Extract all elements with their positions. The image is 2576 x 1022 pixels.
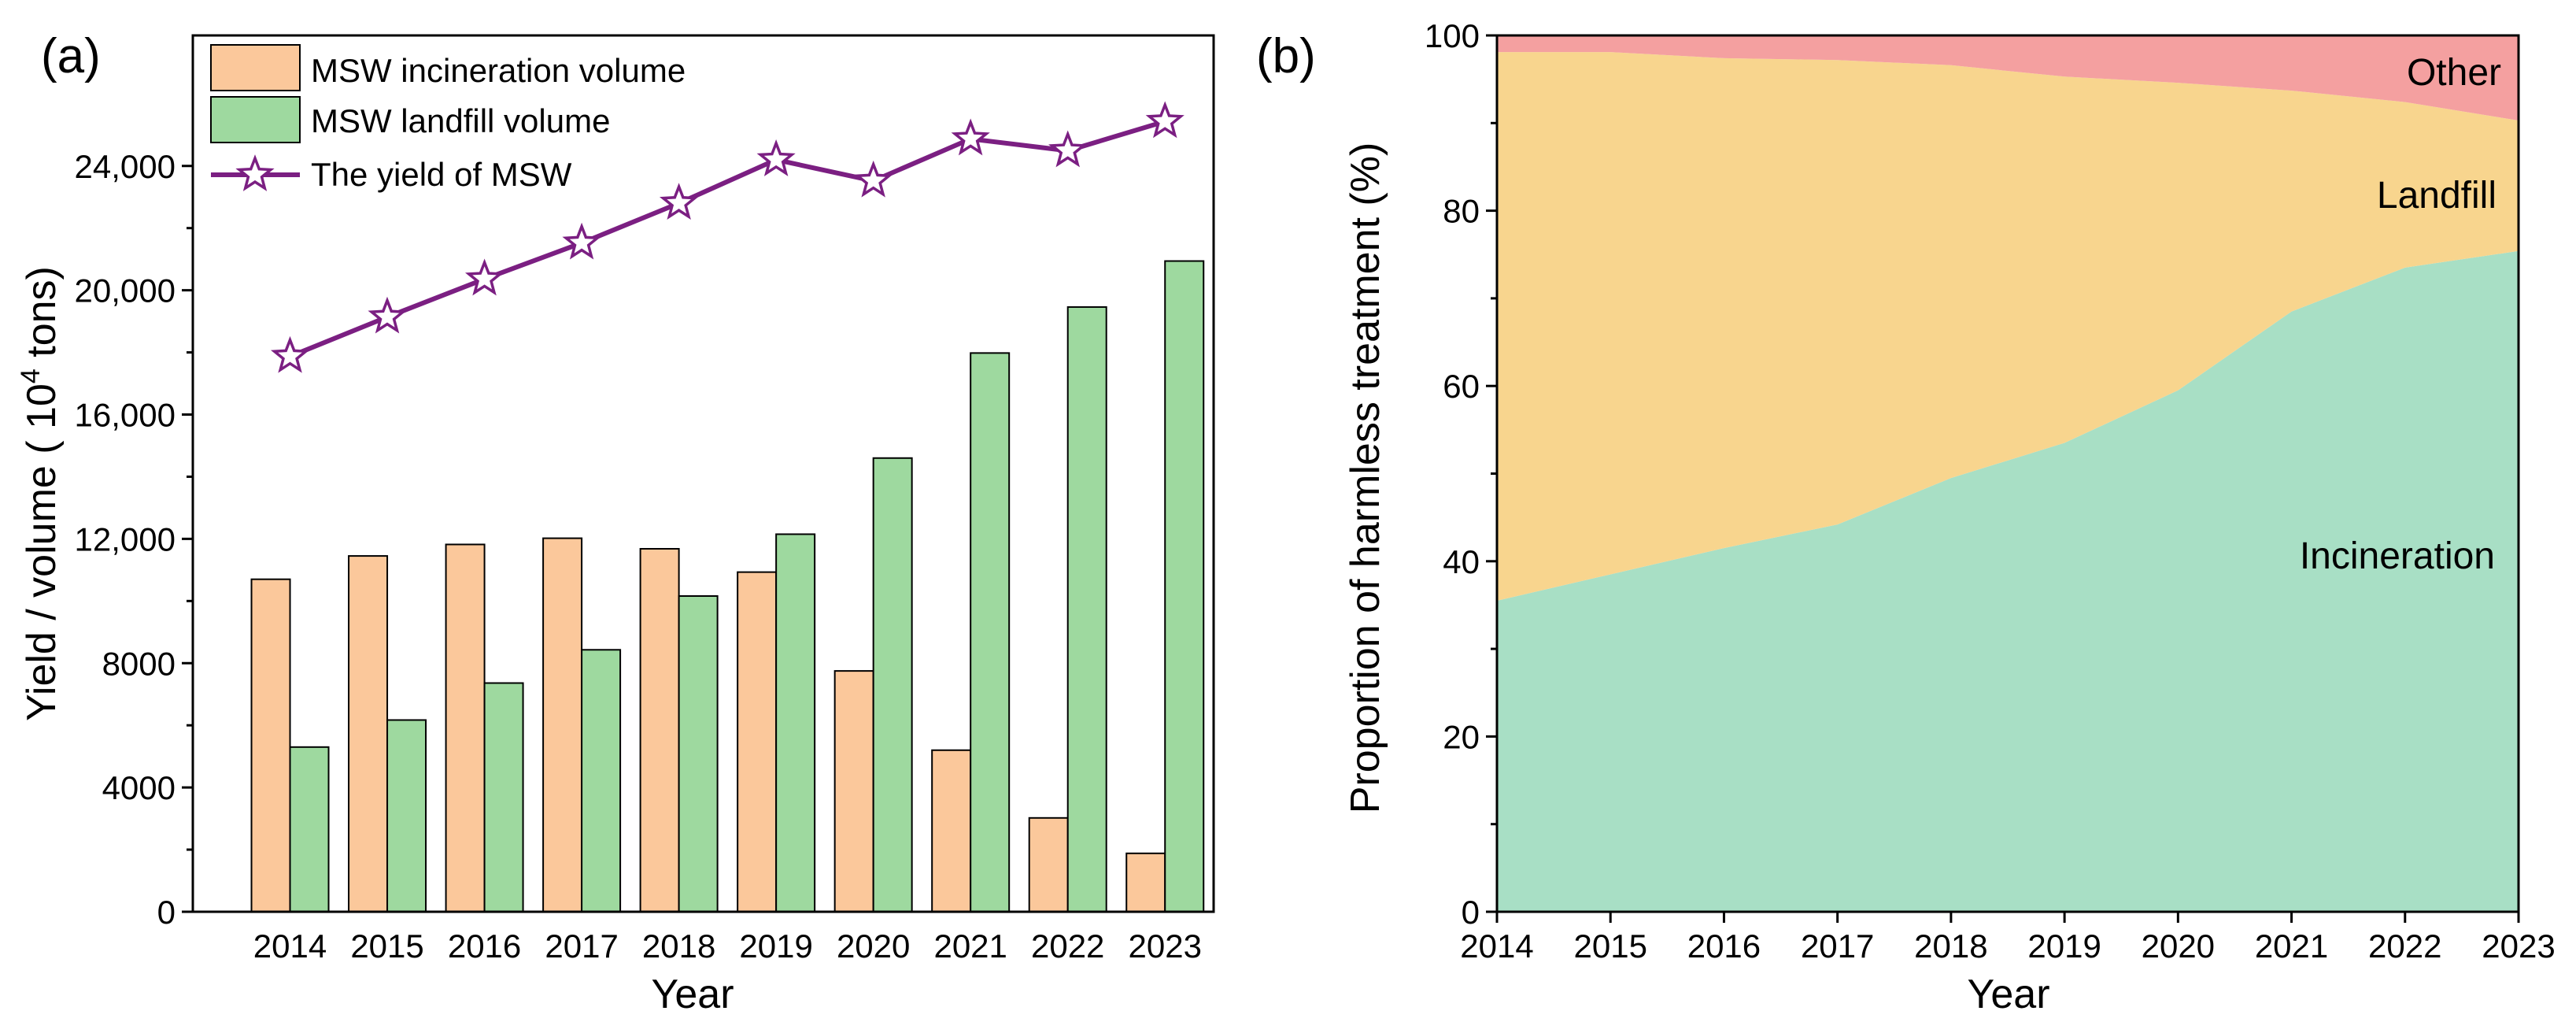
- panel-b-xtick-2022: 2022: [2368, 928, 2441, 965]
- panel-a-xtick-2017: 2017: [545, 928, 618, 965]
- area-incineration: [1497, 250, 2519, 912]
- panel-a-xtick-2016: 2016: [448, 928, 521, 965]
- yield-point-2015: [368, 296, 407, 334]
- panel-b-xtick-2023: 2023: [2482, 928, 2555, 965]
- yield-point-2021: [951, 118, 990, 156]
- region-label-other: Other: [2407, 52, 2501, 94]
- panel-a-ytick-20000: 20,000: [75, 272, 176, 309]
- panel-a-ytick-16000: 16,000: [75, 397, 176, 434]
- yield-point-2023: [1145, 101, 1185, 139]
- panel-b: (b) 0 20 40 60 80 100 2014 2015 2016 2017 2018 2019…: [1256, 17, 2556, 1017]
- panel-b-xtick-2021: 2021: [2255, 928, 2328, 965]
- legend-swatch-yield-star: [235, 154, 275, 191]
- yield-point-2017: [562, 222, 601, 260]
- region-label-incineration: Incineration: [2300, 535, 2495, 577]
- panel-b-xtick-2019: 2019: [2027, 928, 2101, 965]
- panel-a-legend: MSW incineration volume MSW landfill vol…: [210, 44, 686, 193]
- incineration-bar-2014: [250, 578, 291, 913]
- panel-b-xtick-2016: 2016: [1687, 928, 1761, 965]
- panel-a-axes: 2014 2015 2016 2017 2018 2019 2020 2021 2022 2023…: [75, 34, 1215, 965]
- incineration-bar-2015: [348, 555, 389, 913]
- region-label-landfill: Landfill: [2377, 175, 2497, 217]
- legend-label-landfill: MSW landfill volume: [311, 102, 610, 139]
- panel-b-ytick-0: 0: [1462, 894, 1480, 931]
- panel-a-ylabel-tail: tons): [19, 266, 65, 368]
- panel-a-xtick-2022: 2022: [1031, 928, 1104, 965]
- panel-b-areas: [1497, 35, 2519, 912]
- yield-point-2018: [659, 183, 699, 220]
- incineration-bar-2022: [1028, 816, 1069, 913]
- panel-b-xtick-2014: 2014: [1460, 928, 1533, 965]
- landfill-bar-2018: [678, 595, 719, 913]
- incineration-bar-2019: [737, 571, 778, 913]
- landfill-bar-2020: [872, 457, 913, 913]
- panel-a-xtick-2021: 2021: [933, 928, 1007, 965]
- landfill-bar-2019: [775, 533, 816, 913]
- landfill-bar-2015: [386, 719, 427, 913]
- panel-a-xtick-2015: 2015: [350, 928, 423, 965]
- landfill-bar-2022: [1066, 305, 1107, 913]
- panel-a-ytick-8000: 8000: [102, 645, 176, 682]
- landfill-bar-2016: [483, 682, 524, 913]
- panel-b-ytick-60: 60: [1443, 368, 1480, 405]
- panel-b-xlabel: Year: [1967, 972, 2049, 1017]
- incineration-bar-2023: [1125, 852, 1166, 913]
- yield-point-2014: [270, 335, 310, 373]
- panel-a-xlabel: Year: [651, 972, 734, 1017]
- panel-a-frame: [191, 34, 1215, 913]
- panel-a-ytick-12000: 12,000: [75, 520, 176, 557]
- panel-b-axes: 0 20 40 60 80 100 2014 2015 2016 2017 2018 2019 2020…: [1425, 17, 2556, 965]
- panel-a-xtick-2020: 2020: [837, 928, 910, 965]
- panel-a-xtick-2019: 2019: [739, 928, 812, 965]
- incineration-bar-2021: [931, 749, 972, 913]
- legend-label-incineration: MSW incineration volume: [311, 52, 686, 89]
- yield-point-2022: [1048, 130, 1088, 168]
- legend-swatch-landfill: [210, 96, 301, 143]
- legend-swatch-incineration: [210, 44, 301, 91]
- panel-b-xtick-2020: 2020: [2142, 928, 2215, 965]
- panel-b-xtick-2015: 2015: [1574, 928, 1647, 965]
- panel-a-xtick-2018: 2018: [642, 928, 715, 965]
- legend-label-yield: The yield of MSW: [311, 156, 572, 193]
- panel-b-ytick-20: 20: [1443, 718, 1480, 755]
- panel-a-bars: [250, 260, 1205, 913]
- panel-a-ytick-0: 0: [157, 894, 176, 931]
- landfill-bar-2023: [1164, 260, 1205, 913]
- incineration-bar-2018: [639, 548, 680, 913]
- panel-a-ytick-24000: 24,000: [75, 148, 176, 185]
- yield-point-2016: [464, 258, 504, 296]
- yield-point-2020: [854, 160, 893, 198]
- landfill-bar-2017: [581, 649, 622, 913]
- panel-a: (a) 2014 2015 2016 2017 2018 2019 2020 2021 2022…: [16, 29, 1215, 1017]
- panel-a-ylabel-sup: 4: [16, 368, 46, 383]
- incineration-bar-2020: [833, 670, 874, 913]
- incineration-bar-2017: [542, 537, 583, 913]
- panel-b-ylabel: Proportion of harmless treatment (%): [1343, 143, 1388, 814]
- panel-b-label: (b): [1256, 29, 1316, 83]
- panel-b-ytick-100: 100: [1425, 17, 1480, 54]
- panel-b-ytick-80: 80: [1443, 193, 1480, 230]
- area-landfill: [1497, 52, 2519, 601]
- panel-a-ylabel: Yield / volume ( 104 tons): [16, 266, 65, 721]
- landfill-bar-2014: [289, 746, 330, 913]
- yield-point-2019: [756, 139, 796, 176]
- panel-a-line: [270, 101, 1185, 373]
- panel-b-xtick-2017: 2017: [1801, 928, 1874, 965]
- panel-b-xtick-2018: 2018: [1914, 928, 1987, 965]
- panel-a-label: (a): [41, 29, 101, 83]
- incineration-bar-2016: [445, 543, 486, 913]
- panel-a-xtick-2023: 2023: [1129, 928, 1202, 965]
- panel-a-xtick-2014: 2014: [253, 928, 327, 965]
- panel-a-ytick-4000: 4000: [102, 769, 176, 806]
- panel-b-ytick-40: 40: [1443, 543, 1480, 580]
- landfill-bar-2021: [970, 352, 1011, 913]
- area-other: [1497, 35, 2519, 120]
- panel-a-ylabel-main: Yield / volume ( 10: [19, 383, 65, 721]
- yield-line: [289, 119, 1166, 359]
